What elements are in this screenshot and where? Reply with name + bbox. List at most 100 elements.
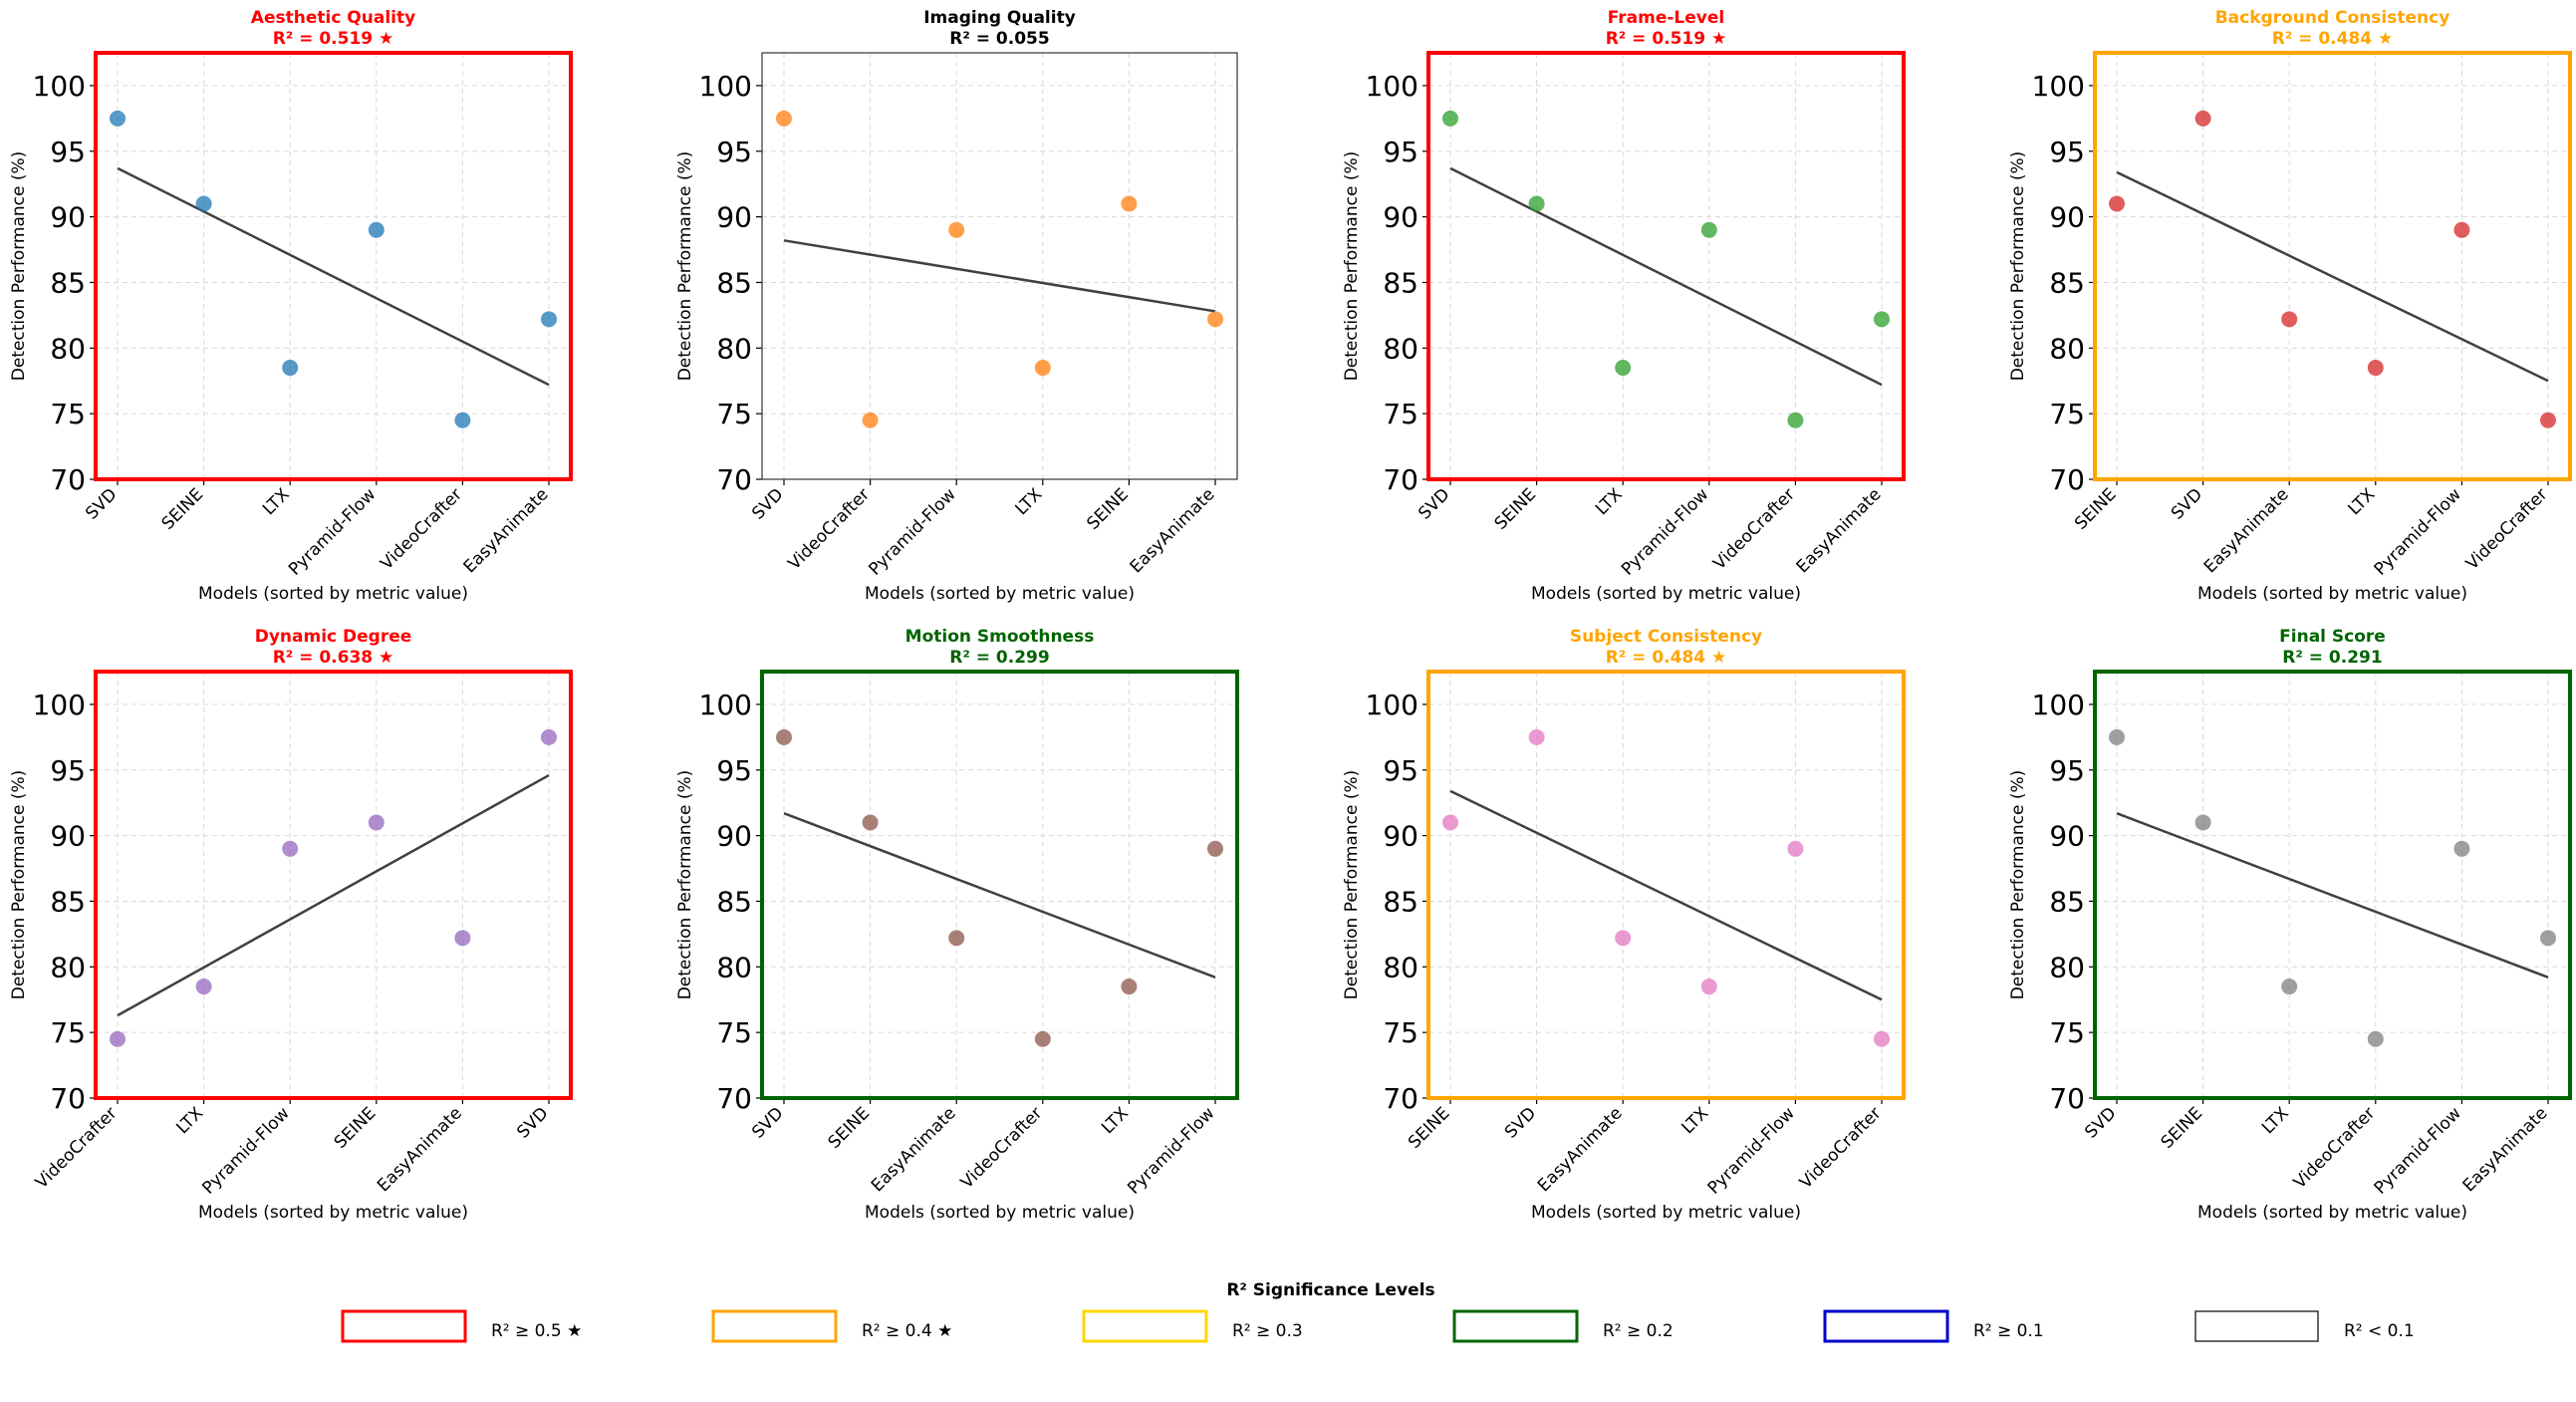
plot-frame [94,670,573,1100]
y-axis-label: Detection Performance (%) [2008,770,2028,1000]
y-tick-label: 75 [2049,398,2085,430]
data-point-svd [1442,110,1458,127]
data-point-easyanimate [1874,311,1890,328]
trend-line [783,812,1216,980]
y-tick-label: 80 [1383,332,1418,365]
x-tick-label: SVD [513,1103,552,1142]
y-tick-label: 90 [2049,820,2085,853]
data-point-seine [1121,195,1138,212]
x-tick-label: Pyramid-Flow [1124,1103,1218,1198]
y-tick-label: 85 [1383,885,1418,918]
data-point-svd [776,728,792,745]
data-point-ltx [1121,979,1138,995]
data-point-seine [195,195,212,212]
y-tick-label: 75 [50,1016,86,1049]
y-tick-label: 70 [2049,463,2085,496]
x-tick-label: Pyramid-Flow [2371,1103,2465,1198]
chart-subtitle: R² = 0.484 ★ [1606,648,1727,668]
y-tick-label: 90 [2049,201,2085,234]
y-axis-label: Detection Performance (%) [9,770,29,1000]
data-point-pyramid-flow [1700,221,1717,238]
y-axis-label: Detection Performance (%) [675,151,695,382]
data-point-easyanimate [2540,930,2556,947]
chart-title: Aesthetic Quality [251,8,415,28]
data-point-ltx [195,979,212,995]
y-tick-label: 80 [1383,951,1418,983]
plot-frame [94,51,573,481]
legend-item: R² ≥ 0.1 [1823,1309,2044,1343]
x-tick-label: EasyAnimate [460,484,553,577]
x-tick-label: VideoCrafter [1709,484,1799,574]
x-tick-label: EasyAnimate [374,1103,466,1196]
x-tick-label: SEINE [331,1103,381,1153]
y-axis-label: Detection Performance (%) [2008,151,2028,382]
y-tick-label: 100 [699,689,752,721]
x-axis-label: Models (sorted by metric value) [1531,1203,1801,1223]
trend-line [1449,789,1883,1001]
data-point-svd [776,110,792,127]
x-tick-label: EasyAnimate [868,1103,960,1196]
data-point-seine [2109,195,2125,212]
x-tick-label: EasyAnimate [1127,484,1219,577]
y-tick-label: 95 [50,754,86,787]
x-tick-label: EasyAnimate [2459,1103,2552,1196]
data-point-easyanimate [948,930,965,947]
x-tick-label: LTX [2345,484,2380,519]
y-tick-label: 80 [2049,332,2085,365]
x-tick-label: VideoCrafter [1796,1103,1886,1193]
data-point-ltx [2281,979,2298,995]
y-tick-label: 70 [716,1082,752,1115]
y-tick-label: 100 [2032,689,2085,721]
data-point-videocrafter [862,412,879,428]
data-point-videocrafter [2540,412,2556,428]
y-tick-label: 70 [50,1082,86,1115]
data-point-svd [541,728,557,745]
data-point-videocrafter [454,412,471,428]
y-tick-label: 80 [50,951,86,983]
plot-frame [761,52,1238,480]
x-tick-label: VideoCrafter [957,1103,1047,1193]
y-tick-label: 80 [716,332,752,365]
y-tick-label: 100 [2032,70,2085,103]
y-tick-label: 95 [1383,136,1418,168]
trend-line [117,166,550,387]
legend-swatch [711,1309,838,1343]
x-tick-label: SEINE [1083,484,1133,534]
legend-title: R² Significance Levels [1226,1280,1434,1300]
y-tick-label: 95 [716,754,752,787]
data-point-easyanimate [2281,311,2298,328]
x-tick-label: LTX [259,484,294,519]
y-tick-label: 75 [1383,398,1418,430]
x-tick-label: Pyramid-Flow [1618,484,1712,579]
y-axis-label: Detection Performance (%) [1342,151,1362,382]
x-tick-label: SEINE [825,1103,875,1153]
y-tick-label: 100 [33,689,86,721]
data-point-seine [1442,814,1458,831]
chart-subtitle: R² = 0.291 [2282,648,2382,668]
y-tick-label: 70 [1383,1082,1418,1115]
data-point-easyanimate [1207,311,1223,328]
x-tick-label: Pyramid-Flow [1704,1103,1799,1198]
y-tick-label: 85 [716,885,752,918]
x-tick-label: EasyAnimate [2200,484,2293,577]
chart-title: Frame-Level [1608,8,1724,28]
y-tick-label: 75 [1383,1016,1418,1049]
chart-title: Dynamic Degree [255,627,412,647]
x-tick-label: VideoCrafter [2290,1103,2380,1193]
chart-title: Imaging Quality [923,8,1076,28]
x-tick-label: SVD [2081,1103,2120,1142]
trend-line [1449,166,1883,387]
legend-items: R² ≥ 0.5 ★ R² ≥ 0.4 ★ R² ≥ 0.3 R² ≥ 0.2 R² ≥… [341,1309,2415,1343]
x-tick-label: SEINE [158,484,208,534]
data-point-svd [2109,728,2125,745]
plot-frame [2093,51,2572,481]
y-tick-label: 100 [1366,689,1418,721]
legend-swatch [1823,1309,1949,1343]
data-point-videocrafter [1787,412,1804,428]
y-tick-label: 80 [716,951,752,983]
